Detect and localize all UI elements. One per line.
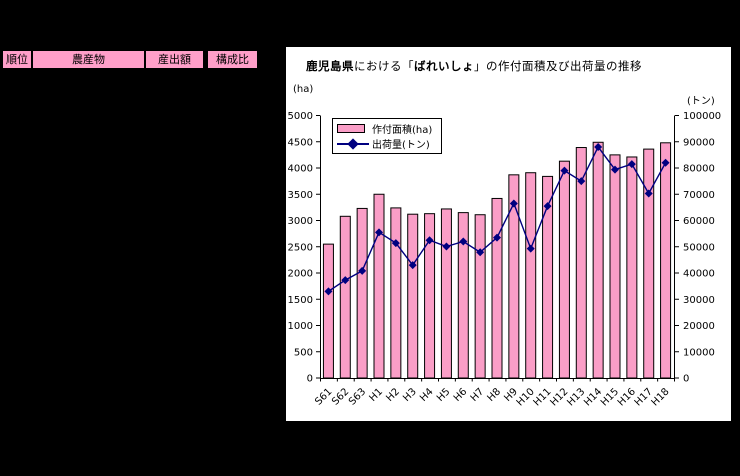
x-axis-category-label: H4 xyxy=(418,386,436,404)
bar-H18 xyxy=(660,142,672,379)
x-axis-category-label: S62 xyxy=(330,386,351,407)
bar-H9 xyxy=(508,174,520,379)
bar-H6 xyxy=(457,212,469,379)
x-axis-category-label: H1 xyxy=(368,386,386,404)
chart-title-segment: 」の作付面積及び出荷量の推移 xyxy=(474,59,642,73)
line-marker-H2 xyxy=(391,239,400,248)
line-marker-H12 xyxy=(560,166,569,175)
bar-H10 xyxy=(525,172,537,379)
left-axis-tick-label: 0 xyxy=(307,374,313,385)
chart-title-segment: 鹿児島県 xyxy=(306,59,354,73)
line-marker-H5 xyxy=(442,242,451,251)
plot-area: 0 500 1000 1500 2000 2500 3000 3500 4000 4500 5000… xyxy=(288,111,722,408)
right-axis-tick-label: 50000 xyxy=(683,242,715,253)
left-axis-tick-label: 1000 xyxy=(288,321,313,332)
legend-bar-swatch-icon xyxy=(337,124,369,133)
left-axis-tick-label: 1500 xyxy=(288,295,313,306)
right-axis-tick-label: 30000 xyxy=(683,295,715,306)
table-header-cell-rank[interactable]: 順位 xyxy=(2,50,32,69)
bar-H8 xyxy=(491,197,503,379)
x-axis-category-label: H8 xyxy=(486,386,504,404)
x-axis-category-label: H18 xyxy=(650,386,672,408)
bar-H15 xyxy=(609,154,621,379)
left-axis-tick-label: 3500 xyxy=(288,190,313,201)
left-axis-tick-label: 4000 xyxy=(288,164,313,175)
left-axis-tick-label: 2500 xyxy=(288,242,313,253)
line-marker-H3 xyxy=(408,261,417,270)
right-axis-tick-label: 40000 xyxy=(683,269,715,280)
line-marker-S62 xyxy=(341,276,350,285)
bar-S62 xyxy=(339,215,351,379)
x-axis-category-label: H6 xyxy=(452,386,470,404)
left-axis-tick-label: 4500 xyxy=(288,137,313,148)
left-axis-tick-label: 5000 xyxy=(288,111,313,122)
line-marker-H8 xyxy=(493,233,501,242)
bar-H17 xyxy=(643,148,655,379)
bar-H3 xyxy=(407,213,419,379)
legend-line-diamond-icon xyxy=(337,137,369,150)
chart-title-segment: における「 xyxy=(354,59,414,73)
bar-H4 xyxy=(424,213,436,379)
line-marker-H9 xyxy=(509,199,518,208)
right-axis-tick-label: 10000 xyxy=(683,347,715,358)
bar-H1 xyxy=(373,193,385,379)
x-axis-category-label: H7 xyxy=(469,386,487,404)
right-axis-tick-label: 20000 xyxy=(683,321,715,332)
chart-panel[interactable]: 鹿児島県における「ばれいしょ」の作付面積及び出荷量の推移 (ha) (トン) 0… xyxy=(286,47,731,421)
chart-title-segment: ばれいしょ xyxy=(414,59,474,73)
right-axis-tick-label: 90000 xyxy=(683,137,715,148)
legend-item-shipment: 出荷量(トン) xyxy=(337,136,437,151)
table-header-row: 順位 農産物 産出額 構成比 xyxy=(2,50,258,69)
legend-label: 出荷量(トン) xyxy=(372,140,430,151)
line-marker-H16 xyxy=(627,160,636,169)
legend-item-area: 作付面積(ha) xyxy=(337,121,437,136)
left-axis-unit-label: (ha) xyxy=(293,84,314,95)
chart-legend[interactable]: 作付面積(ha) 出荷量(トン) xyxy=(332,118,442,154)
line-marker-H7 xyxy=(476,248,485,257)
bar-H13 xyxy=(575,147,587,379)
line-marker-H18 xyxy=(661,158,670,167)
right-axis-unit-label: (トン) xyxy=(687,96,715,107)
left-axis-tick-label: 3000 xyxy=(288,216,313,227)
bar-H12 xyxy=(558,160,570,379)
bar-H5 xyxy=(440,208,452,379)
bar-H2 xyxy=(390,207,402,379)
bar-H11 xyxy=(542,175,554,379)
line-marker-H4 xyxy=(425,236,434,245)
bar-S63 xyxy=(356,207,368,379)
x-axis-category-label: H3 xyxy=(401,386,419,404)
bar-S61 xyxy=(322,243,334,379)
line-marker-S61 xyxy=(324,287,333,296)
bar-H14 xyxy=(592,141,604,379)
right-axis-tick-label: 70000 xyxy=(683,190,715,201)
x-axis-category-label: S61 xyxy=(313,386,334,407)
right-axis-tick-label: 80000 xyxy=(683,164,715,175)
line-marker-S63 xyxy=(358,266,367,275)
bar-H16 xyxy=(626,156,638,379)
line-marker-H13 xyxy=(577,177,586,186)
line-marker-H14 xyxy=(594,143,603,151)
line-marker-H11 xyxy=(543,202,552,211)
table-header-cell-product[interactable]: 農産物 xyxy=(32,50,145,69)
bar-H7 xyxy=(474,214,486,379)
chart-title: 鹿児島県における「ばれいしょ」の作付面積及び出荷量の推移 xyxy=(306,58,642,74)
table-header-cell-output[interactable]: 産出額 xyxy=(145,50,204,69)
table-header-cell-share[interactable]: 構成比 xyxy=(207,50,258,69)
x-axis-category-label: H5 xyxy=(435,386,453,404)
line-marker-H17 xyxy=(644,189,653,198)
right-axis-tick-label: 0 xyxy=(683,374,689,385)
right-axis-tick-label: 100000 xyxy=(683,111,721,122)
line-marker-H1 xyxy=(375,228,383,237)
left-axis-tick-label: 2000 xyxy=(288,269,313,280)
x-axis-category-label: H2 xyxy=(384,386,402,404)
legend-label: 作付面積(ha) xyxy=(372,125,433,136)
left-axis-tick-label: 500 xyxy=(294,347,313,358)
line-marker-H10 xyxy=(526,244,535,253)
x-axis-category-label: S63 xyxy=(347,386,368,407)
line-marker-H15 xyxy=(611,165,619,174)
line-marker-H6 xyxy=(459,237,468,246)
right-axis-tick-label: 60000 xyxy=(683,216,715,227)
